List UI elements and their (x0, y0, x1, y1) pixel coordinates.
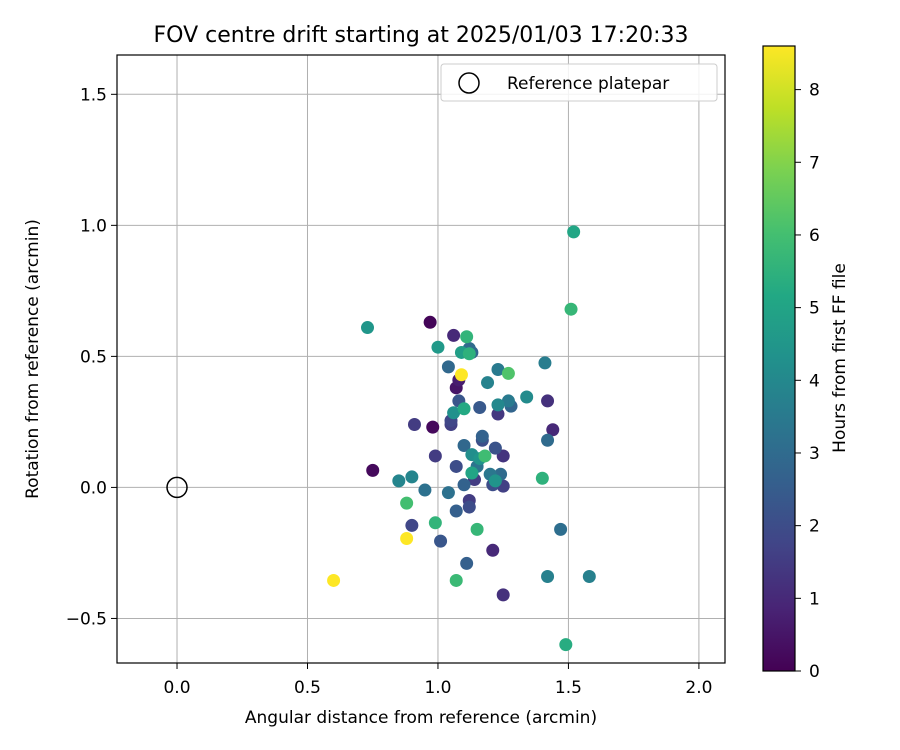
colorbar-ticks: 0 1 2 3 4 5 6 7 8 (795, 81, 820, 682)
x-tick-label: 2.0 (685, 678, 712, 698)
scatter-point (496, 588, 510, 602)
scatter-point (567, 225, 581, 239)
scatter-point (449, 573, 463, 587)
y-tick-label: 1.0 (80, 216, 107, 236)
scatter-point (400, 532, 414, 546)
scatter-point (559, 638, 573, 652)
scatter-point (491, 398, 505, 412)
scatter-point (488, 441, 502, 455)
colorbar-label: Hours from first FF file (830, 263, 850, 453)
scatter-point (457, 438, 471, 452)
y-tick-label: −0.5 (66, 609, 107, 629)
scatter-point (462, 500, 476, 514)
y-axis-ticks: −0.5 0.0 0.5 1.0 1.5 (66, 85, 117, 629)
scatter-point (447, 406, 461, 420)
scatter-point (449, 459, 463, 473)
colorbar-tick-label: 5 (809, 299, 820, 319)
colorbar-tick-label: 8 (809, 81, 820, 101)
scatter-point (361, 321, 375, 335)
scatter-point (491, 362, 505, 376)
plot-frame (116, 54, 726, 664)
scatter-point (441, 486, 455, 500)
y-tick-label: 0.5 (80, 347, 107, 367)
reference-platepar-marker (166, 476, 188, 499)
y-tick-label: 0.0 (80, 478, 107, 498)
x-tick-label: 0.0 (163, 678, 190, 698)
scatter-point (541, 433, 555, 447)
x-tick-label: 1.5 (555, 678, 582, 698)
y-axis-label: Rotation from reference (arcmin) (23, 219, 43, 499)
scatter-point (538, 356, 552, 370)
x-axis-ticks: 0.0 0.5 1.0 1.5 2.0 (163, 663, 712, 698)
colorbar-tick-label: 3 (809, 444, 820, 464)
scatter-point (478, 449, 492, 463)
colorbar-tick-label: 0 (809, 662, 820, 682)
legend-box (440, 63, 718, 102)
scatter-point (405, 470, 419, 484)
scatter-point (470, 522, 484, 536)
scatter-point (486, 543, 500, 557)
scatter-point (546, 423, 560, 437)
scatter-point (564, 302, 578, 316)
legend-entry-reference: Reference platepar (507, 74, 669, 94)
scatter-point (460, 330, 474, 344)
x-tick-label: 1.0 (424, 678, 451, 698)
chart-title: FOV centre drift starting at 2025/01/03 … (154, 23, 689, 48)
scatter-point (405, 518, 419, 532)
scatter-point (366, 463, 380, 477)
scatter-point (428, 449, 442, 463)
scatter-points (327, 225, 596, 652)
scatter-point (457, 402, 471, 416)
scatter-point (465, 466, 479, 480)
legend: Reference platepar (440, 63, 718, 102)
colorbar-tick-label: 4 (809, 371, 820, 391)
scatter-point (491, 407, 505, 421)
scatter-point (582, 570, 596, 584)
scatter-point (554, 522, 568, 536)
scatter-point (418, 483, 432, 497)
scatter-point (434, 534, 448, 548)
scatter-point (327, 573, 341, 587)
colorbar (762, 45, 796, 672)
y-tick-label: 1.5 (80, 85, 107, 105)
scatter-point (407, 418, 421, 432)
scatter-point (520, 390, 534, 404)
scatter-point (431, 340, 445, 354)
scatter-point (392, 474, 406, 488)
scatter-point (423, 315, 437, 329)
scatter-point (473, 400, 487, 414)
scatter-point (541, 394, 555, 408)
scatter-point (535, 471, 549, 485)
scatter-point (426, 420, 440, 434)
scatter-point (457, 478, 471, 492)
scatter-point (449, 504, 463, 518)
scatter-point (501, 394, 515, 408)
scatter-point (501, 366, 515, 380)
colorbar-tick-label: 6 (809, 226, 820, 246)
colorbar-tick-label: 2 (809, 517, 820, 537)
scatter-point (447, 328, 461, 342)
scatter-point (400, 496, 414, 510)
scatter-point (428, 516, 442, 530)
colorbar-tick-label: 7 (809, 153, 820, 173)
scatter-point (488, 474, 502, 488)
colorbar-tick-label: 1 (809, 589, 820, 609)
legend-marker-reference (458, 72, 480, 94)
scatter-point (475, 429, 489, 443)
scatter-point (481, 376, 495, 390)
reference-marker-layer (166, 476, 188, 499)
scatter-point (454, 368, 468, 382)
x-tick-label: 0.5 (294, 678, 321, 698)
scatter-point (462, 347, 476, 361)
scatter-point (460, 556, 474, 570)
x-axis-label: Angular distance from reference (arcmin) (245, 708, 597, 728)
scatter-point (441, 360, 455, 374)
scatter-point (541, 570, 555, 584)
